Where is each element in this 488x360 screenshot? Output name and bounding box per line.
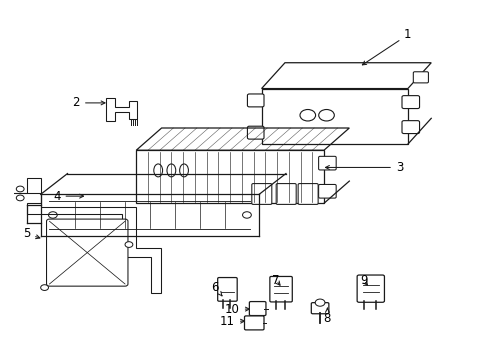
FancyBboxPatch shape — [401, 96, 419, 109]
Text: 9: 9 — [360, 274, 367, 287]
Text: 3: 3 — [325, 161, 403, 174]
Text: 1: 1 — [362, 28, 411, 65]
Circle shape — [41, 285, 48, 291]
Text: 8: 8 — [323, 308, 330, 325]
Text: 5: 5 — [23, 227, 40, 240]
Ellipse shape — [166, 164, 175, 177]
Text: 4: 4 — [53, 190, 83, 203]
FancyBboxPatch shape — [244, 316, 264, 330]
FancyBboxPatch shape — [247, 94, 264, 107]
FancyBboxPatch shape — [269, 276, 292, 302]
Text: 10: 10 — [224, 303, 249, 316]
FancyBboxPatch shape — [401, 121, 419, 134]
FancyBboxPatch shape — [318, 156, 335, 170]
FancyBboxPatch shape — [311, 303, 328, 314]
Circle shape — [315, 299, 325, 306]
Text: 6: 6 — [211, 281, 222, 296]
FancyBboxPatch shape — [412, 72, 427, 83]
Circle shape — [242, 212, 251, 218]
FancyBboxPatch shape — [46, 219, 128, 286]
Circle shape — [16, 186, 24, 192]
Ellipse shape — [179, 164, 188, 177]
Text: 2: 2 — [72, 96, 105, 109]
FancyBboxPatch shape — [298, 184, 318, 204]
Circle shape — [318, 109, 334, 121]
FancyBboxPatch shape — [249, 302, 265, 316]
Circle shape — [16, 195, 24, 201]
FancyBboxPatch shape — [217, 278, 237, 301]
Text: 11: 11 — [220, 315, 244, 328]
Circle shape — [299, 109, 315, 121]
FancyBboxPatch shape — [318, 184, 335, 198]
FancyBboxPatch shape — [356, 275, 384, 302]
FancyBboxPatch shape — [251, 184, 271, 204]
Circle shape — [48, 212, 57, 218]
FancyBboxPatch shape — [276, 184, 296, 204]
Text: 7: 7 — [272, 274, 280, 287]
Ellipse shape — [154, 164, 162, 177]
Circle shape — [125, 242, 133, 247]
FancyBboxPatch shape — [247, 126, 264, 139]
